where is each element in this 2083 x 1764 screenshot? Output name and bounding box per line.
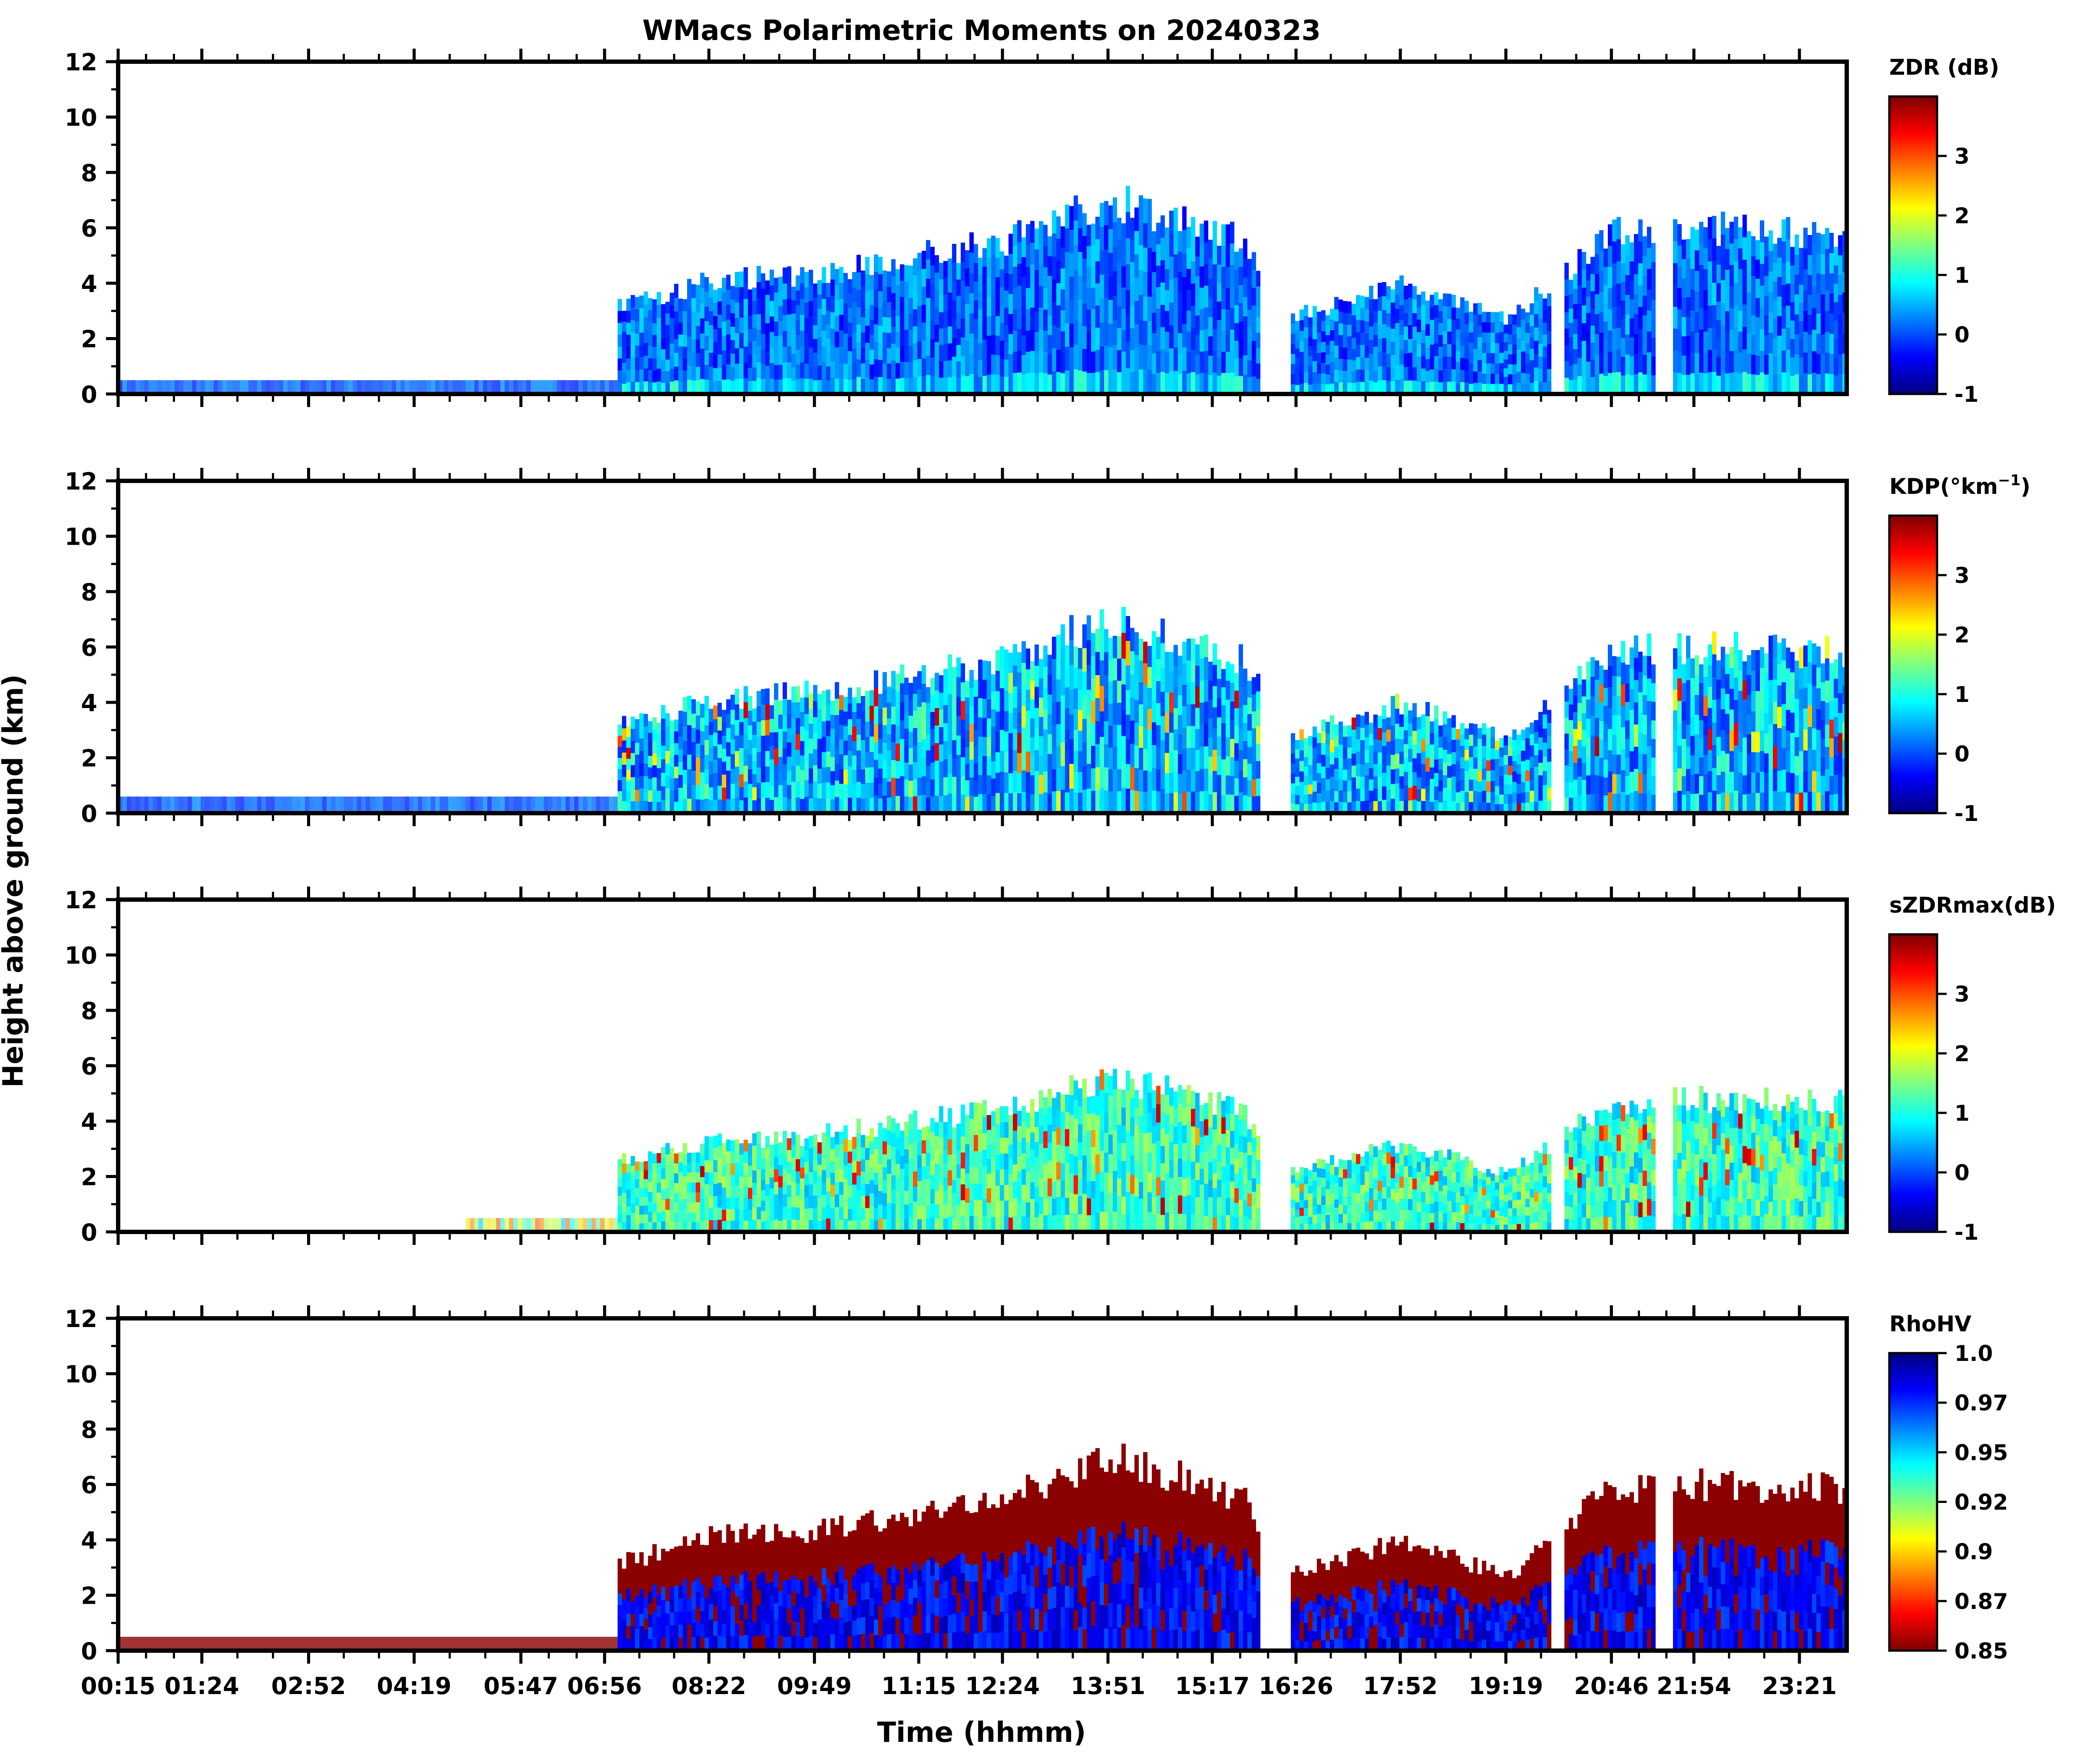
colorbar-tick-label: 3 [1954,563,1970,588]
colorbar-tick-label: 1 [1954,682,1970,707]
y-tick-label: 4 [81,1527,97,1554]
y-tick-label: 12 [65,468,97,495]
x-tick-label: 11:15 [881,1672,956,1700]
colorbar-tick-label: 1 [1954,1101,1970,1126]
y-tick-label: 12 [65,887,97,914]
x-tick-label: 19:19 [1468,1672,1543,1700]
y-tick-label: 4 [81,689,97,717]
colorbar-tick-label: 0.85 [1954,1638,2008,1664]
y-tick-label: 8 [81,159,97,187]
colorbar-tick-label: 0.92 [1954,1490,2008,1515]
colorbar-tick-label: 0 [1954,1160,1970,1185]
colorbar-tick-label: -1 [1954,382,1979,407]
colorbar-kdp [1889,516,1937,813]
colorbar-label-kdp: KDP(°km−1) [1889,472,2030,499]
colorbar-tick-label: 0.95 [1954,1440,2008,1465]
x-tick-label: 09:49 [777,1672,852,1700]
x-tick-label: 15:17 [1175,1672,1250,1700]
colorbar-tick-label: 3 [1954,144,1970,169]
y-tick-label: 4 [81,1108,97,1135]
y-tick-label: 8 [81,1416,97,1443]
x-tick-label: 12:24 [965,1672,1040,1700]
colorbar-tick-label: 2 [1954,1041,1970,1066]
x-tick-label: 13:51 [1071,1672,1145,1700]
x-tick-label: 17:52 [1363,1672,1438,1700]
colorbar-label-rhohv: RhoHV [1889,1311,1971,1337]
colorbar-tick-label: 2 [1954,622,1970,648]
y-tick-label: 10 [65,523,97,551]
y-tick-label: 0 [81,381,97,408]
y-tick-label: 0 [81,1219,97,1246]
colorbar-label-superscript: −1 [1998,472,2020,489]
colorbar-tick-label: 1 [1954,263,1970,288]
colorbar-label-szdrmax: sZDRmax(dB) [1889,893,2056,918]
x-tick-label: 05:47 [483,1672,558,1700]
y-tick-label: 2 [81,745,97,772]
x-tick-label: 20:46 [1574,1672,1649,1700]
y-tick-label: 4 [81,270,97,298]
x-tick-label: 04:19 [377,1672,452,1700]
heatmap-szdrmax [466,1069,1847,1232]
y-tick-label: 6 [81,215,97,242]
y-tick-label: 6 [81,1053,97,1080]
x-tick-label: 21:54 [1656,1672,1731,1700]
x-tick-label: 08:22 [671,1672,746,1700]
colorbar-tick-label: 0 [1954,741,1970,767]
y-tick-label: 12 [65,49,97,76]
x-tick-label: 02:52 [271,1672,346,1700]
x-axis-label: Time (hhmm) [877,1717,1086,1749]
colorbar-zdr [1889,96,1937,394]
colorbar-tick-label: -1 [1954,801,1979,826]
y-tick-label: 2 [81,1582,97,1610]
y-tick-label: 10 [65,942,97,970]
colorbar-szdrmax [1889,934,1937,1232]
y-tick-label: 12 [65,1305,97,1333]
heatmap-zdr [118,186,1847,394]
y-tick-label: 10 [65,104,97,132]
colorbar-tick-label: 2 [1954,203,1970,228]
x-tick-label: 00:15 [81,1672,155,1700]
colorbar-label-close: ) [2020,474,2030,499]
y-tick-label: 8 [81,997,97,1025]
x-tick-label: 01:24 [165,1672,239,1700]
figure-title: WMacs Polarimetric Moments on 20240323 [642,15,1321,47]
colorbar-tick-label: 0.87 [1954,1589,2008,1614]
heatmap-rhohv [118,1444,1847,1651]
colorbar-tick-label: 0.97 [1954,1390,2008,1416]
y-axis-label: Height above ground (km) [0,674,30,1088]
colorbar-rhohv [1889,1353,1937,1651]
y-tick-label: 0 [81,1638,97,1665]
colorbar-tick-label: 3 [1954,982,1970,1007]
x-tick-label: 23:21 [1762,1672,1837,1700]
colorbar-tick-label: 0 [1954,322,1970,348]
y-tick-label: 8 [81,579,97,606]
y-tick-label: 0 [81,800,97,827]
y-tick-label: 10 [65,1361,97,1388]
x-tick-label: 16:26 [1259,1672,1333,1700]
colorbar-tick-label: 0.9 [1954,1539,1993,1565]
heatmap-kdp [118,607,1847,813]
y-tick-label: 6 [81,634,97,662]
colorbar-tick-label: 1.0 [1954,1341,1993,1366]
y-tick-label: 2 [81,326,97,353]
y-tick-label: 6 [81,1472,97,1499]
colorbar-tick-label: -1 [1954,1220,1979,1245]
y-tick-label: 2 [81,1164,97,1191]
colorbar-label-zdr: ZDR (dB) [1889,55,1999,80]
panel-rhohv: 0 2 4 6 8 10 12 00:15 01:24 02:52 04:19 05:47 06:56 0… [65,1305,2008,1700]
x-tick-label: 06:56 [567,1672,642,1700]
